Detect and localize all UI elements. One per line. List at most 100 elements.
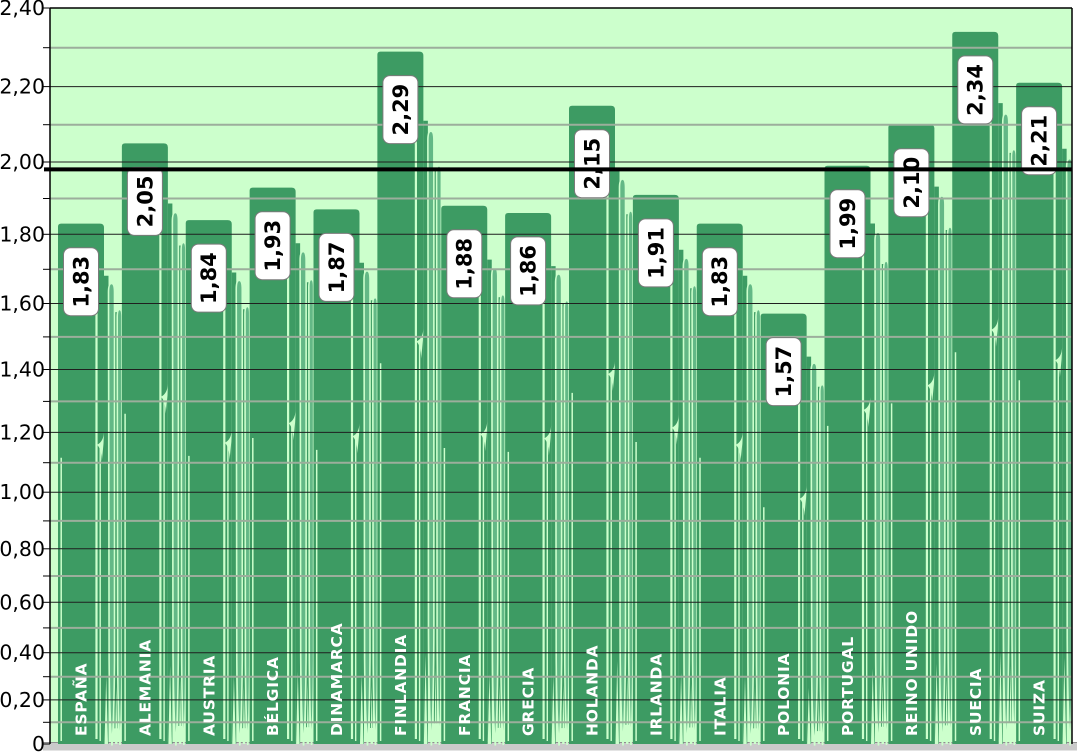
value-label: 1,57	[772, 346, 796, 398]
category-label: POLONIA	[775, 653, 793, 736]
bar-blade	[435, 164, 443, 746]
bar-gap-shade	[678, 249, 684, 745]
bar-gap-shade	[167, 203, 173, 744]
bar-gap-shade	[870, 223, 875, 744]
value-label: 2,34	[964, 64, 988, 116]
bar-body	[888, 124, 935, 745]
bar-blade	[1065, 157, 1072, 746]
bar-bottom-wedge	[434, 667, 437, 744]
bar-bottom-wedge	[306, 682, 310, 744]
bar-body	[313, 209, 360, 745]
bar-blade	[299, 250, 307, 746]
bar-blade	[244, 305, 251, 746]
bar-body	[1016, 82, 1063, 745]
bar-body	[824, 165, 871, 745]
bar-blade	[627, 210, 634, 746]
value-label: 1,99	[836, 198, 860, 250]
value-label-box	[574, 129, 610, 199]
floor-strip	[43, 742, 1077, 751]
value-label: 2,21	[1028, 115, 1052, 167]
bar-bottom-wedge	[242, 686, 246, 744]
y-axis-label: 2,20	[0, 75, 45, 99]
bar-bottom-wedge	[626, 673, 629, 744]
bar-bottom-wedge	[178, 677, 182, 744]
bar-body	[441, 205, 488, 744]
category-label: ALEMANIA	[136, 639, 154, 736]
y-axis-label: 1,80	[0, 222, 45, 246]
value-label-box	[765, 337, 802, 407]
bar-blade	[427, 130, 435, 746]
bar	[1016, 82, 1072, 746]
bar-blade	[882, 260, 890, 746]
value-label: 1,88	[453, 238, 477, 290]
bar-blade	[180, 241, 187, 746]
bar-notch	[927, 372, 935, 403]
bar-blade	[107, 282, 116, 746]
bar-notch	[352, 423, 360, 454]
value-label: 1,83	[70, 256, 94, 308]
bar-notch	[416, 328, 424, 359]
bar-bottom-wedge	[998, 651, 1003, 744]
bar-bottom-wedge	[296, 671, 300, 744]
category-label: HOLANDA	[584, 645, 602, 736]
value-label: 1,91	[644, 227, 668, 279]
bar-blade	[490, 266, 499, 746]
value-label: 2,29	[389, 84, 413, 136]
bar	[441, 205, 507, 746]
value-label-box	[63, 247, 99, 317]
bar-body	[760, 313, 807, 744]
bar-body	[377, 51, 424, 745]
bar-notch	[608, 361, 615, 391]
category-label: AUSTRIA	[200, 655, 218, 736]
bar-bottom-wedge	[934, 663, 939, 744]
bar-body	[249, 187, 296, 745]
bar-gap-shade	[487, 259, 492, 744]
category-label: IRLANDA	[647, 653, 665, 736]
bar-blade	[235, 279, 244, 746]
bar-gap-shade	[551, 266, 556, 744]
value-label-box	[893, 148, 930, 218]
y-axis-label: 0,20	[0, 688, 45, 712]
bar-notch	[991, 316, 999, 347]
bar-body	[952, 31, 999, 744]
bar-bottom-wedge	[562, 685, 565, 744]
category-label: PORTUGAL	[839, 636, 857, 736]
value-label: 2,05	[133, 175, 157, 227]
category-label: REINO UNIDO	[903, 610, 921, 736]
value-label-box	[637, 218, 674, 288]
value-label-box	[829, 189, 866, 259]
y-axis-label: 0,80	[0, 537, 45, 561]
bar-body	[121, 143, 168, 744]
value-label: 1,83	[708, 256, 732, 308]
bar	[121, 143, 187, 746]
bar-blade	[746, 282, 755, 746]
y-axis-label: 1,00	[0, 480, 45, 504]
bar-body	[58, 223, 104, 745]
bar-blade	[946, 226, 954, 746]
category-label: BÉLGICA	[263, 656, 282, 736]
value-label: 1,93	[261, 220, 285, 272]
bar-notch	[544, 425, 552, 456]
bar-blade	[1001, 112, 1010, 746]
bar-bottom-wedge	[168, 665, 172, 744]
bar-bottom-wedge	[360, 674, 364, 744]
bar-gap-shade	[615, 169, 620, 744]
bar-notch	[863, 397, 871, 427]
bar-bottom-wedge	[881, 680, 884, 744]
bar-notch	[735, 431, 743, 462]
y-axis-label: 2,00	[0, 150, 45, 174]
bar-blade	[810, 362, 818, 746]
bar	[824, 165, 890, 746]
y-axis-label: 1,40	[0, 358, 45, 382]
bar-bottom-wedge	[679, 672, 683, 744]
y-axis-label: 0	[32, 732, 45, 752]
y-axis-label: 2,40	[0, 0, 45, 20]
category-label: GRECIA	[520, 667, 538, 736]
bar-gap-shade	[998, 103, 1003, 745]
bar-notch	[224, 429, 232, 460]
y-axis-label: 0,40	[0, 641, 45, 665]
bar-bottom-wedge	[498, 684, 501, 744]
bar-blade	[554, 273, 563, 746]
y-axis-label: 1,60	[0, 292, 45, 316]
